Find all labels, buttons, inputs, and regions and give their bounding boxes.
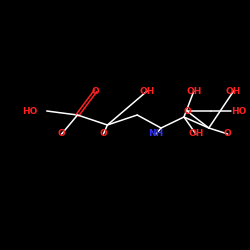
Text: O: O <box>58 130 66 138</box>
Text: OH: OH <box>140 86 155 96</box>
Text: NH: NH <box>148 130 164 138</box>
Text: O: O <box>183 106 191 116</box>
Text: O: O <box>224 130 232 138</box>
Text: OH: OH <box>188 130 204 138</box>
Text: OH: OH <box>186 86 202 96</box>
Text: HO: HO <box>231 106 246 116</box>
Text: HO: HO <box>22 106 38 116</box>
Text: O: O <box>92 86 99 96</box>
Text: O: O <box>100 130 107 138</box>
Text: OH: OH <box>226 86 241 96</box>
